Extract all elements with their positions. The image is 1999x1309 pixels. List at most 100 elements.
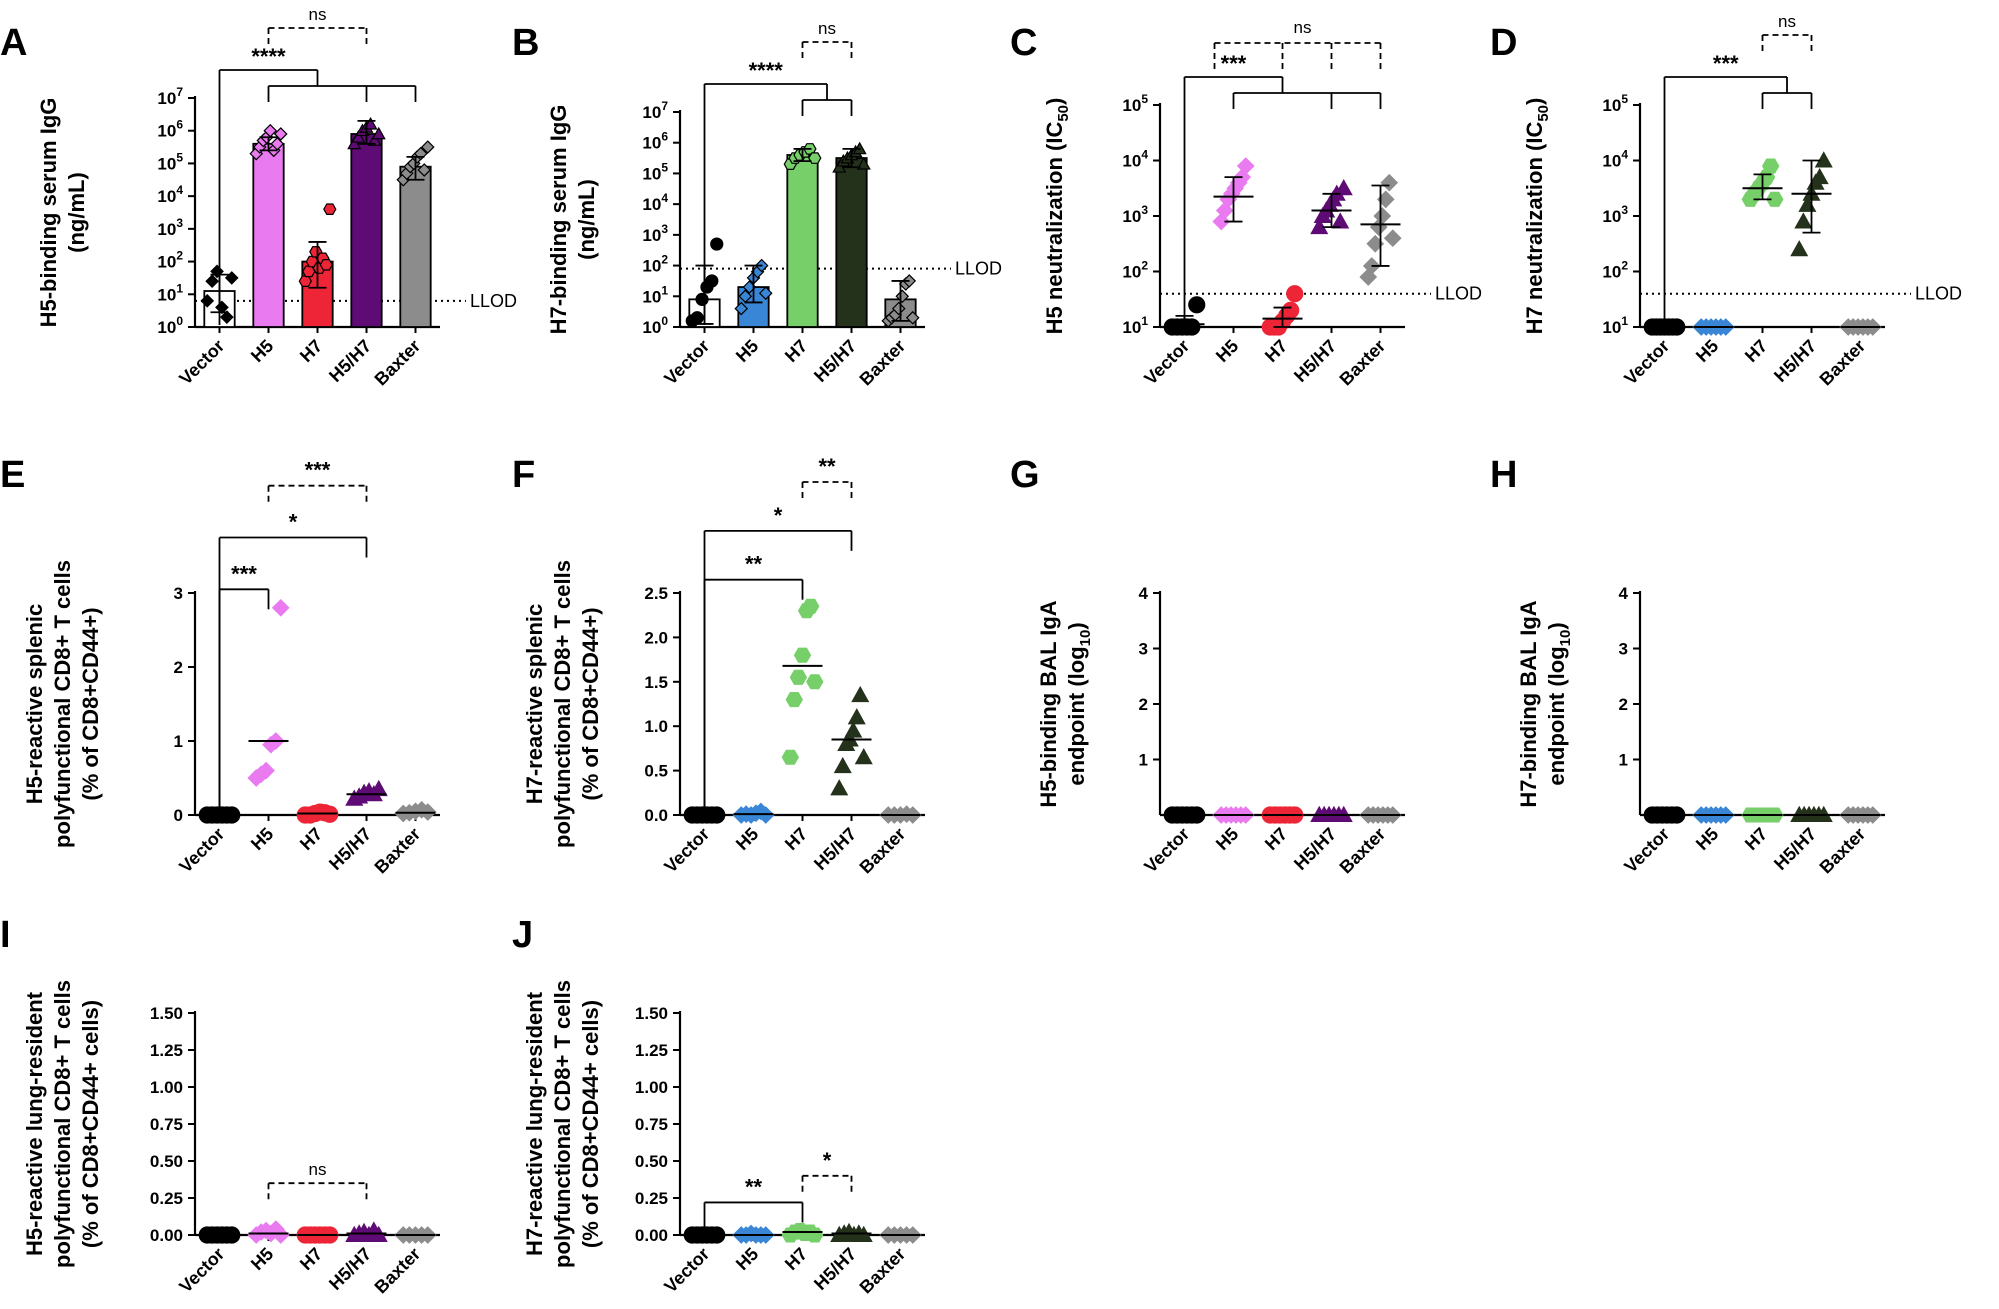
y-tick-label: 103 <box>157 216 183 239</box>
y-tick-label: 103 <box>1602 203 1628 226</box>
data-point <box>220 310 234 325</box>
y-tick-label: 3 <box>174 584 183 603</box>
y-axis-label: H7-reactive splenic polyfunctional CD8+ T… <box>522 560 603 848</box>
y-tick-label: 103 <box>642 222 668 245</box>
data-point <box>1286 285 1304 303</box>
y-tick-label: 4 <box>1139 584 1149 603</box>
x-tick-label: Baxter <box>1816 336 1870 390</box>
data-point <box>758 286 773 301</box>
y-axis-label: H5-binding serum IgG (ng/mL) <box>36 98 89 328</box>
data-point <box>369 779 388 797</box>
x-tick-label: H5/H7 <box>325 824 375 874</box>
y-tick-label: 2.5 <box>644 584 668 603</box>
data-point <box>830 779 849 796</box>
panel-b: BH7-binding serum IgG (ng/mL) 100 101 102 103… <box>512 19 1002 389</box>
bar <box>350 133 383 328</box>
panel-letter: F <box>512 454 535 496</box>
data-point <box>695 292 709 306</box>
data-point <box>224 271 239 285</box>
llod-label: LLOD <box>955 259 1002 279</box>
panel-letter: B <box>512 22 539 64</box>
panel-j: J H7-reactive lung-resident polyfunctional… <box>512 914 925 1297</box>
data-point <box>785 692 803 708</box>
x-tick-label: H7 <box>296 336 326 366</box>
y-tick-label: 3 <box>1619 640 1628 659</box>
y-tick-label: 101 <box>1602 314 1628 337</box>
y-tick-label: 3 <box>1139 640 1148 659</box>
data-point <box>844 721 863 738</box>
panel-letter: C <box>1010 22 1037 64</box>
x-tick-label: H5/H7 <box>325 1244 375 1294</box>
data-point <box>1810 167 1829 185</box>
bar <box>835 157 868 328</box>
x-tick-label: Baxter <box>856 336 910 390</box>
y-tick-label: 0.00 <box>150 1226 183 1245</box>
data-point <box>690 311 704 325</box>
y-tick-label: 1 <box>174 732 183 751</box>
llod-label: LLOD <box>1435 284 1482 304</box>
panel-f: F H7-reactive splenic polyfunctional CD8+ … <box>512 454 925 877</box>
data-point <box>371 126 386 140</box>
x-tick-label: Baxter <box>1336 336 1390 390</box>
y-axis-label: H5-reactive splenic polyfunctional CD8+ T… <box>22 560 103 848</box>
y-tick-label: 103 <box>1122 203 1148 226</box>
data-point <box>347 136 362 150</box>
y-tick-label: 2 <box>1619 695 1628 714</box>
y-axis-label: H7 neutralization (IC50) <box>1522 98 1552 335</box>
data-point <box>895 289 910 304</box>
data-point <box>420 140 435 154</box>
panel-letter: J <box>512 914 533 956</box>
y-tick-label: 107 <box>642 99 668 122</box>
x-tick-label: H5 <box>247 336 277 366</box>
y-tick-label: 104 <box>1602 148 1628 171</box>
y-tick-label: 1.25 <box>635 1041 668 1060</box>
significance-label: * <box>289 510 298 535</box>
y-axis-label: H7-reactive lung-resident polyfunctional … <box>522 980 603 1268</box>
data-point <box>905 310 920 325</box>
significance-label: *** <box>231 561 257 586</box>
panel-c: C H5 neutralization (IC50) 101 102 103 104 105… <box>1010 18 1482 389</box>
data-point <box>734 301 749 316</box>
data-point <box>1282 301 1300 319</box>
data-point <box>1762 158 1780 174</box>
x-tick-label: Baxter <box>371 336 425 390</box>
x-tick-label: H5 <box>1692 824 1722 854</box>
x-tick-label: Vector <box>660 336 713 389</box>
data-point <box>1794 212 1813 229</box>
data-point <box>1790 240 1809 257</box>
y-tick-label: 0.5 <box>644 762 668 781</box>
y-tick-label: 101 <box>157 281 183 304</box>
data-point <box>319 259 333 271</box>
y-tick-label: 0.00 <box>635 1226 668 1245</box>
y-axis-label: H5-binding BAL IgA endpoint (log10) <box>1036 600 1094 807</box>
data-point <box>802 598 820 614</box>
x-tick-label: Vector <box>1140 336 1193 389</box>
y-axis-label: H5 neutralization (IC50) <box>1042 98 1072 335</box>
significance-label: ns <box>1294 18 1312 37</box>
y-tick-label: 105 <box>642 160 668 183</box>
panel-g: G H5-binding BAL IgA endpoint (log10) 1 2 3 4 V… <box>1010 454 1405 877</box>
x-tick-label: H5 <box>247 1244 277 1274</box>
y-tick-label: 1.50 <box>150 1004 183 1023</box>
x-tick-label: H5/H7 <box>810 336 860 386</box>
panel-e: E H5-reactive splenic polyfunctional CD8+ … <box>0 454 440 877</box>
data-point <box>851 685 870 703</box>
x-tick-label: Baxter <box>1336 824 1390 878</box>
data-point <box>205 274 219 289</box>
y-tick-label: 105 <box>157 150 183 173</box>
significance-label: **** <box>251 44 286 69</box>
y-tick-label: 0.50 <box>635 1152 668 1171</box>
data-point <box>257 761 275 780</box>
significance-label: ns <box>309 5 327 24</box>
data-point <box>710 237 724 251</box>
significance-label: **** <box>749 58 784 83</box>
y-tick-label: 102 <box>1122 259 1148 282</box>
data-point <box>1236 157 1255 175</box>
x-tick-label: Baxter <box>1816 824 1870 878</box>
panel-letter: E <box>0 454 25 496</box>
x-tick-label: H7 <box>1261 336 1291 366</box>
x-tick-label: Vector <box>175 1244 228 1297</box>
x-tick-label: H5 <box>247 824 277 854</box>
y-axis-label: H7-binding BAL IgA endpoint (log10) <box>1516 600 1574 807</box>
